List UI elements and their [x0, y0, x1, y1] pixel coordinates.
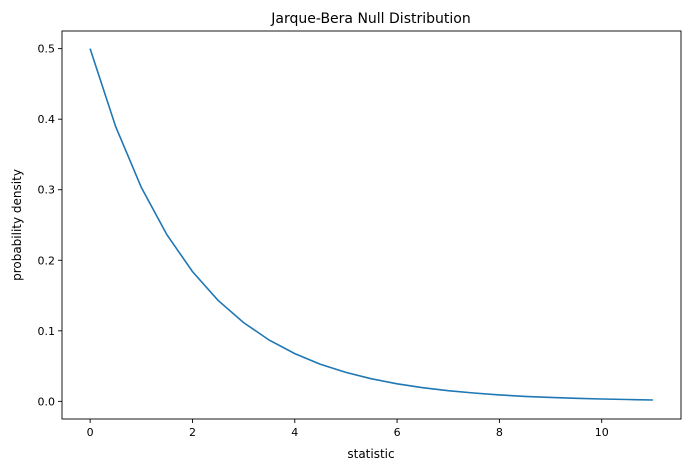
y-tick-label: 0.4	[38, 113, 56, 126]
series-line	[89, 48, 653, 401]
y-axis-label: probability density	[10, 169, 24, 281]
x-tick-label: 6	[394, 426, 401, 439]
y-tick-label: 0.3	[38, 184, 56, 197]
x-tick-label: 2	[189, 426, 196, 439]
plot-frame	[61, 30, 682, 420]
x-tick-label: 4	[291, 426, 298, 439]
y-tick-label: 0.1	[38, 325, 56, 338]
x-tick-label: 8	[496, 426, 503, 439]
y-tick-label: 0.2	[38, 254, 56, 267]
chart-title: Jarque-Bera Null Distribution	[270, 11, 470, 27]
y-tick-label: 0.5	[38, 43, 56, 56]
x-axis-label: statistic	[347, 447, 394, 461]
x-tick-label: 10	[595, 426, 609, 439]
x-tick-label: 0	[87, 426, 94, 439]
y-tick-label: 0.0	[38, 395, 56, 408]
